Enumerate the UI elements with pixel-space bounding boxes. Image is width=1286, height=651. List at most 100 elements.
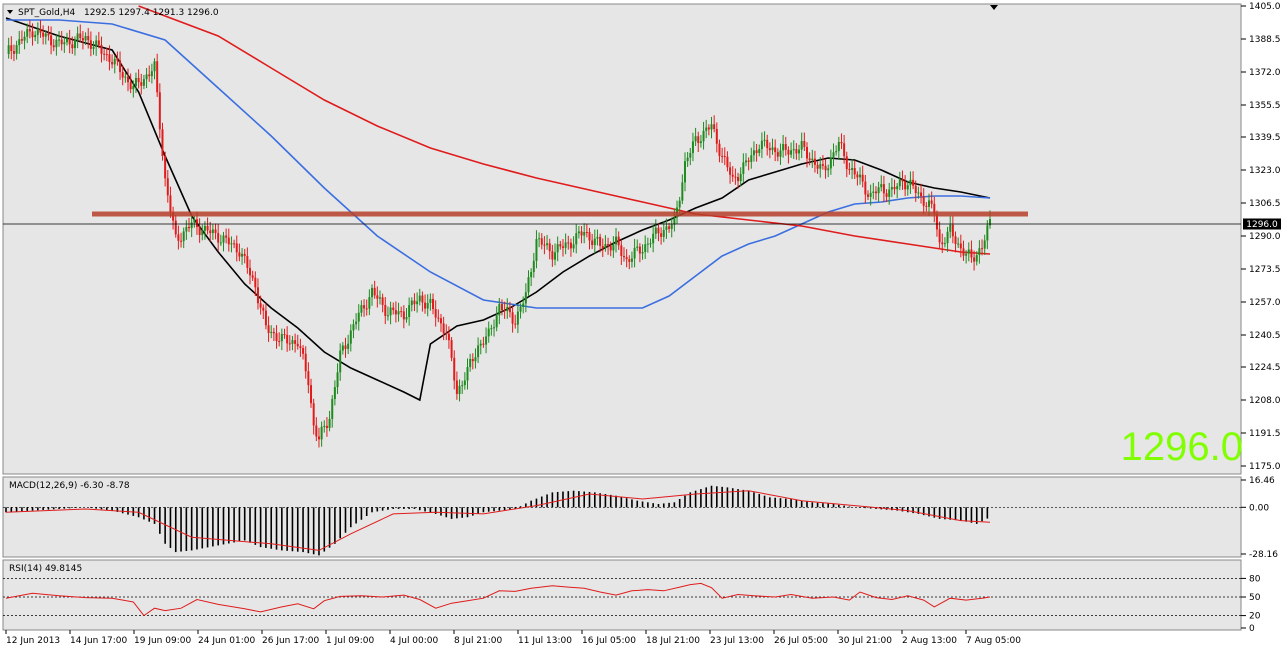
price-tick-label: 1224.5 (1249, 363, 1281, 373)
candle-body (652, 233, 655, 244)
candle-body (458, 385, 461, 395)
candle-body (729, 167, 732, 175)
dropdown-triangle-icon[interactable] (7, 10, 13, 14)
candle-body (84, 35, 87, 41)
candle-body (877, 187, 880, 194)
candle-body (262, 307, 265, 311)
candle-body (752, 150, 755, 156)
candle-body (42, 32, 45, 37)
price-tick-label: 1405.0 (1249, 2, 1281, 12)
candle-body (949, 224, 952, 232)
candle-body (18, 39, 21, 46)
price-tick-label: 1240.5 (1249, 331, 1281, 341)
time-tick-label: 1 Jul 09:00 (326, 636, 375, 646)
candle-body (164, 156, 167, 179)
macd-plot-area[interactable] (2, 476, 1242, 558)
candle-body (26, 29, 29, 37)
candle-body (283, 334, 286, 336)
candle-body (864, 181, 867, 195)
candle-body (691, 141, 694, 154)
candle-body (713, 124, 716, 130)
candle-body (259, 303, 262, 308)
candle-body (312, 403, 315, 426)
time-tick-label: 18 Jul 21:00 (646, 636, 700, 646)
candle-body (182, 231, 185, 242)
candle-body (124, 76, 127, 78)
candle-body (668, 226, 671, 229)
candle-body (7, 45, 10, 54)
candle-body (235, 243, 238, 253)
candle-body (408, 305, 411, 318)
candle-body (256, 287, 259, 304)
candle-body (490, 328, 493, 330)
candle-body (962, 248, 965, 256)
candle-body (424, 302, 427, 309)
candle-body (628, 259, 631, 262)
candle-body (959, 243, 962, 249)
price-tick-label: 1191.5 (1249, 429, 1281, 439)
candle-body (219, 242, 222, 244)
candle-body (352, 324, 355, 331)
rsi-plot-area[interactable] (2, 559, 1242, 631)
candle-body (699, 141, 702, 144)
candle-body (296, 343, 299, 347)
candle-body (320, 426, 323, 440)
candle-body (620, 245, 623, 256)
candle-body (278, 340, 281, 342)
candle-body (71, 44, 74, 49)
candle-body (129, 82, 132, 90)
candle-body (837, 142, 840, 152)
rsi-axis: 80 50 20 0 (1241, 574, 1261, 634)
candle-body (105, 54, 108, 56)
candle-body (683, 161, 686, 183)
price-tick-label: 1323.0 (1249, 166, 1281, 176)
candle-body (44, 33, 47, 37)
candle-body (935, 214, 938, 230)
candle-body (405, 317, 408, 320)
candle-body (453, 357, 456, 381)
candle-body (302, 348, 305, 354)
candle-body (426, 302, 429, 309)
candle-body (750, 155, 753, 162)
candle-body (583, 231, 586, 236)
candle-body (323, 425, 326, 427)
chart-shift-marker-icon[interactable] (990, 5, 998, 10)
candle-body (508, 306, 511, 313)
moving-average-line (6, 19, 991, 309)
candle-body (657, 227, 660, 234)
candle-body (673, 217, 676, 225)
candle-body (339, 350, 342, 373)
candle-body (766, 139, 769, 149)
candle-body (715, 129, 718, 144)
candle-body (116, 58, 119, 61)
candle-body (821, 164, 824, 166)
candle-body (206, 225, 209, 231)
candle-body (225, 235, 228, 238)
candle-body (880, 184, 883, 188)
candle-body (416, 301, 419, 305)
candle-body (188, 226, 191, 229)
candle-body (686, 157, 689, 162)
candle-body (304, 353, 307, 372)
candle-body (466, 367, 469, 381)
price-tick-label: 1175.0 (1249, 462, 1281, 472)
rsi-label: RSI(14) 49.8145 (9, 564, 82, 574)
candle-body (580, 231, 583, 236)
candle-body (39, 29, 42, 33)
time-tick-label: 14 Jun 17:00 (70, 636, 127, 646)
macd-signal-path (5, 490, 991, 551)
candle-body (946, 231, 949, 244)
candle-body (400, 311, 403, 313)
candle-body (222, 235, 225, 243)
candle-body (153, 61, 156, 72)
candle-body (100, 44, 103, 54)
candle-body (68, 38, 71, 45)
candle-body (803, 141, 806, 147)
candle-body (331, 399, 334, 419)
candle-body (951, 224, 954, 237)
candle-body (20, 39, 23, 41)
candle-body (113, 58, 116, 65)
candle-body (967, 249, 970, 254)
candle-body (893, 187, 896, 190)
